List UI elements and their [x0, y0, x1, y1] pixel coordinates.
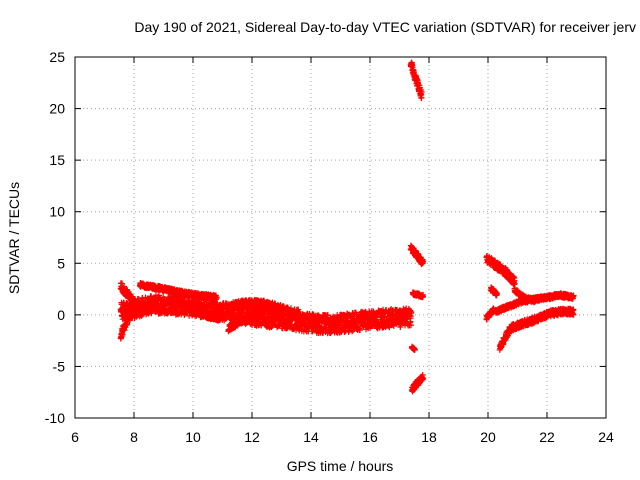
data-point: [356, 327, 363, 334]
grid: [75, 57, 606, 418]
data-point: [349, 328, 356, 335]
data-point: [148, 310, 155, 317]
data-points: [117, 59, 577, 395]
